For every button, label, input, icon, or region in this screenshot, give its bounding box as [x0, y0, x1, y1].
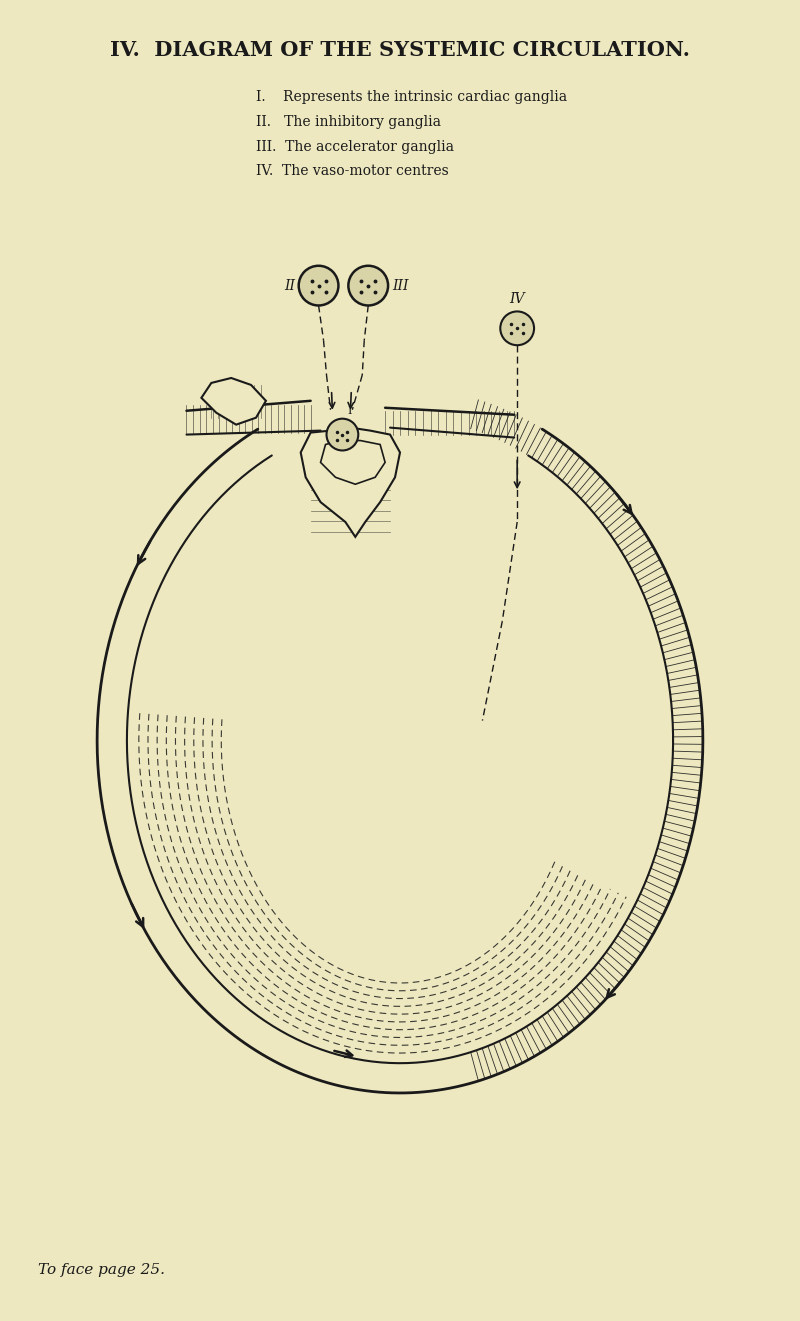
Text: IV.  The vaso-motor centres: IV. The vaso-motor centres	[256, 165, 449, 178]
Polygon shape	[321, 440, 385, 485]
Text: II.   The inhibitory ganglia: II. The inhibitory ganglia	[256, 115, 441, 129]
Circle shape	[348, 266, 388, 305]
Circle shape	[298, 266, 338, 305]
Text: I.    Represents the intrinsic cardiac ganglia: I. Represents the intrinsic cardiac gang…	[256, 90, 567, 104]
Text: I: I	[347, 406, 352, 416]
Text: III: III	[392, 279, 409, 293]
Text: II: II	[284, 279, 294, 293]
Circle shape	[500, 312, 534, 345]
Text: III.  The accelerator ganglia: III. The accelerator ganglia	[256, 140, 454, 153]
Polygon shape	[202, 378, 266, 424]
Circle shape	[326, 419, 358, 450]
Text: To face page 25.: To face page 25.	[38, 1263, 165, 1276]
Text: IV: IV	[510, 292, 525, 306]
Text: IV.  DIAGRAM OF THE SYSTEMIC CIRCULATION.: IV. DIAGRAM OF THE SYSTEMIC CIRCULATION.	[110, 41, 690, 61]
Polygon shape	[301, 428, 400, 536]
